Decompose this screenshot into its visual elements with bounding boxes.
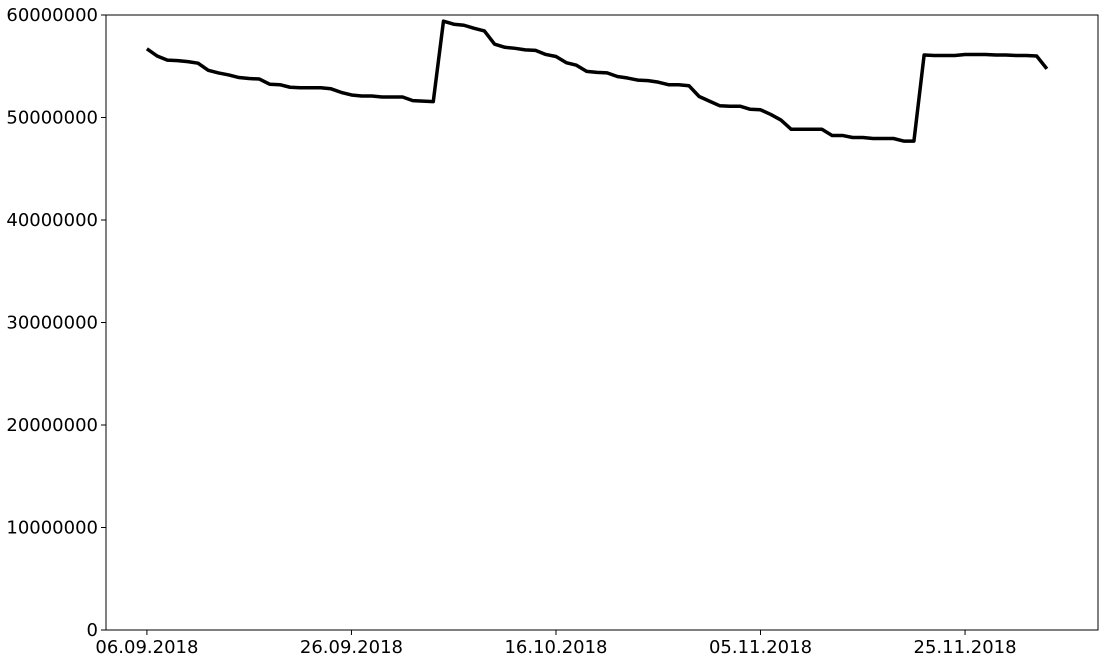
x-tick-label: 26.09.2018: [300, 637, 403, 658]
y-tick-label: 10000000: [6, 518, 98, 539]
series-layer: [145, 19, 1049, 143]
x-tick-label: 06.09.2018: [95, 637, 198, 658]
y-tick-label: 60000000: [6, 5, 98, 26]
x-tick-label: 05.11.2018: [709, 637, 812, 658]
y-tick-label: 20000000: [6, 415, 98, 436]
x-tick-label: 25.11.2018: [914, 637, 1017, 658]
plot-frame: [105, 14, 1099, 631]
y-tick-label: 30000000: [6, 313, 98, 334]
y-tick-label: 0: [87, 620, 98, 641]
y-axis: 0 10000000 20000000 30000000 40000000 5000000…: [6, 5, 106, 641]
x-tick-label: 16.10.2018: [504, 637, 607, 658]
y-tick-label: 50000000: [6, 108, 98, 129]
x-axis: 06.09.2018 26.09.2018 16.10.2018 05.11.2018…: [95, 630, 1017, 658]
y-tick-label: 40000000: [6, 210, 98, 231]
